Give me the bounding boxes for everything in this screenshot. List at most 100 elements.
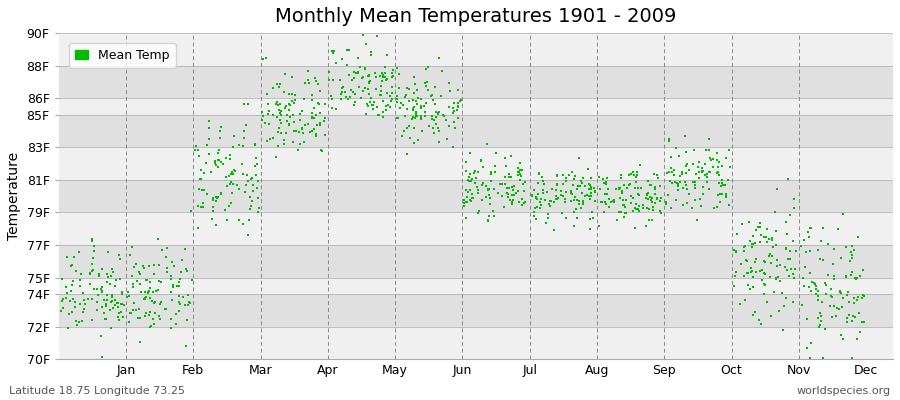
Point	[476, 180, 491, 186]
Point	[647, 190, 662, 197]
Text: Latitude 18.75 Longitude 73.25: Latitude 18.75 Longitude 73.25	[9, 386, 185, 396]
Point	[827, 276, 842, 282]
Point	[840, 319, 854, 326]
Point	[271, 129, 285, 136]
Point	[511, 199, 526, 206]
Point	[770, 241, 784, 248]
Point	[501, 194, 516, 200]
Point	[181, 292, 195, 298]
Point	[671, 181, 686, 187]
Point	[53, 308, 68, 314]
Point	[137, 264, 151, 271]
Point	[141, 290, 156, 296]
Point	[72, 249, 86, 255]
Point	[226, 144, 240, 150]
Point	[379, 77, 393, 83]
Point	[461, 176, 475, 183]
Point	[746, 240, 760, 247]
Point	[125, 272, 140, 279]
Point	[787, 238, 801, 244]
Point	[667, 166, 681, 173]
Point	[597, 180, 611, 186]
Point	[809, 290, 824, 297]
Point	[392, 104, 407, 111]
Point	[602, 204, 616, 210]
Point	[812, 323, 826, 330]
Point	[834, 254, 849, 261]
Point	[769, 276, 783, 282]
Point	[59, 295, 74, 301]
Point	[506, 187, 520, 193]
Point	[848, 314, 862, 320]
Point	[480, 194, 494, 200]
Point	[781, 176, 796, 182]
Point	[680, 160, 695, 167]
Point	[181, 302, 195, 309]
Point	[147, 270, 161, 277]
Point	[688, 181, 702, 188]
Point	[531, 179, 545, 186]
Point	[367, 99, 382, 106]
Point	[711, 164, 725, 170]
Point	[427, 117, 441, 124]
Point	[398, 94, 412, 100]
Point	[172, 283, 186, 289]
Point	[664, 154, 679, 160]
Point	[502, 171, 517, 177]
Point	[390, 92, 404, 99]
Point	[67, 253, 81, 260]
Point	[525, 193, 539, 200]
Point	[329, 60, 344, 67]
Point	[753, 224, 768, 230]
Point	[463, 150, 477, 157]
Point	[406, 97, 420, 103]
Point	[783, 248, 797, 254]
Point	[567, 196, 581, 203]
Point	[472, 209, 486, 216]
Point	[528, 205, 543, 211]
Point	[588, 188, 602, 194]
Point	[856, 266, 870, 273]
Point	[90, 286, 104, 292]
Point	[787, 299, 801, 306]
Point	[237, 101, 251, 108]
Point	[850, 234, 865, 240]
Point	[145, 298, 159, 304]
Point	[698, 161, 712, 168]
Point	[558, 199, 572, 206]
Point	[273, 117, 287, 124]
Point	[251, 208, 266, 215]
Point	[56, 305, 70, 311]
Point	[758, 282, 772, 288]
Point	[188, 146, 202, 153]
Point	[364, 95, 378, 101]
Point	[248, 155, 263, 162]
Point	[166, 282, 180, 288]
Point	[81, 296, 95, 302]
Point	[165, 296, 179, 303]
Point	[386, 67, 400, 73]
Point	[431, 111, 446, 118]
Point	[356, 88, 370, 94]
Point	[616, 182, 631, 188]
Point	[116, 314, 130, 320]
Point	[618, 197, 633, 203]
Point	[824, 294, 839, 300]
Point	[200, 142, 214, 148]
Point	[172, 293, 186, 300]
Point	[484, 178, 499, 184]
Point	[109, 277, 123, 284]
Point	[629, 206, 643, 212]
Point	[680, 200, 694, 206]
Point	[354, 94, 368, 101]
Bar	[58, 326, 893, 359]
Point	[236, 171, 250, 177]
Point	[365, 106, 380, 112]
Point	[258, 120, 273, 126]
Point	[613, 195, 627, 201]
Point	[743, 268, 758, 275]
Point	[282, 91, 296, 98]
Point	[767, 288, 781, 295]
Point	[244, 203, 258, 210]
Point	[840, 292, 854, 298]
